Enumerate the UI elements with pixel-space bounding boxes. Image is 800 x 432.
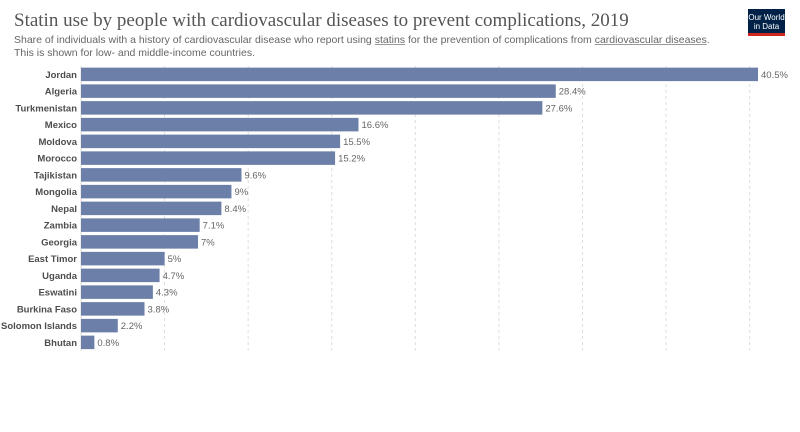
value-label: 3.8% (148, 304, 170, 315)
bar[interactable] (81, 151, 336, 165)
chart-subtitle: Share of individuals with a history of c… (14, 34, 714, 60)
category-label: Tajikistan (34, 170, 77, 181)
value-label: 15.2% (338, 154, 365, 165)
category-label: Nepal (51, 204, 77, 215)
category-label: Moldova (38, 137, 77, 148)
bar[interactable] (81, 335, 95, 350)
bar[interactable] (81, 251, 165, 266)
owid-logo[interactable]: Our World in Data (748, 9, 785, 36)
value-label: 27.6% (545, 103, 572, 114)
bar[interactable] (81, 302, 145, 316)
category-label: Algeria (45, 87, 78, 98)
value-label: 40.5% (761, 70, 788, 81)
value-label: 7.1% (203, 221, 225, 232)
value-label: 2.2% (121, 321, 143, 332)
value-label: 4.7% (163, 271, 185, 282)
bar[interactable] (81, 201, 222, 216)
value-label: 15.5% (343, 137, 370, 148)
category-label: Morocco (37, 154, 77, 165)
bar[interactable] (81, 134, 341, 149)
logo-accent-bar (748, 33, 785, 36)
category-label: East Timor (28, 254, 77, 265)
logo-line-2: in Data (753, 22, 780, 31)
bar[interactable] (81, 268, 160, 283)
value-label: 8.4% (224, 204, 246, 215)
value-label: 9.6% (244, 170, 266, 181)
category-label: Eswatini (38, 288, 77, 299)
value-label: 28.4% (559, 87, 586, 98)
bar[interactable] (81, 235, 199, 249)
category-label: Turkmenistan (15, 103, 77, 114)
value-label: 16.6% (361, 120, 388, 131)
value-label: 9% (234, 187, 248, 198)
bar[interactable] (81, 285, 153, 299)
subtitle-text-1: Share of individuals with a history of c… (14, 34, 375, 46)
category-label: Zambia (44, 221, 78, 232)
bar[interactable] (81, 168, 242, 182)
bar[interactable] (81, 184, 232, 199)
value-label: 5% (168, 254, 182, 265)
bar[interactable] (81, 117, 359, 132)
category-label: Jordan (45, 70, 77, 81)
category-label: Solomon Islands (1, 321, 77, 332)
logo-line-1: Our World (748, 13, 785, 22)
category-label: Bhutan (44, 338, 77, 349)
category-label: Georgia (41, 237, 78, 248)
cardiovascular-diseases-link[interactable]: cardiovascular diseases (594, 34, 707, 46)
value-label: 0.8% (97, 338, 119, 349)
bar[interactable] (81, 84, 556, 98)
value-label: 4.3% (156, 288, 178, 299)
category-label: Burkina Faso (17, 304, 77, 315)
bar[interactable] (81, 318, 118, 333)
category-label: Uganda (42, 271, 78, 282)
category-label: Mexico (45, 120, 77, 131)
category-label: Mongolia (35, 187, 77, 198)
value-label: 7% (201, 237, 215, 248)
subtitle-text-3: . This is shown for low- and middle-inco… (14, 34, 710, 59)
statins-link[interactable]: statins (374, 34, 406, 46)
bar[interactable] (81, 218, 200, 232)
subtitle-text-2: for the prevention of complications from (405, 34, 595, 46)
bar[interactable] (81, 67, 758, 82)
chart-title: Statin use by people with cardiovascular… (14, 10, 629, 31)
bar[interactable] (81, 101, 543, 115)
